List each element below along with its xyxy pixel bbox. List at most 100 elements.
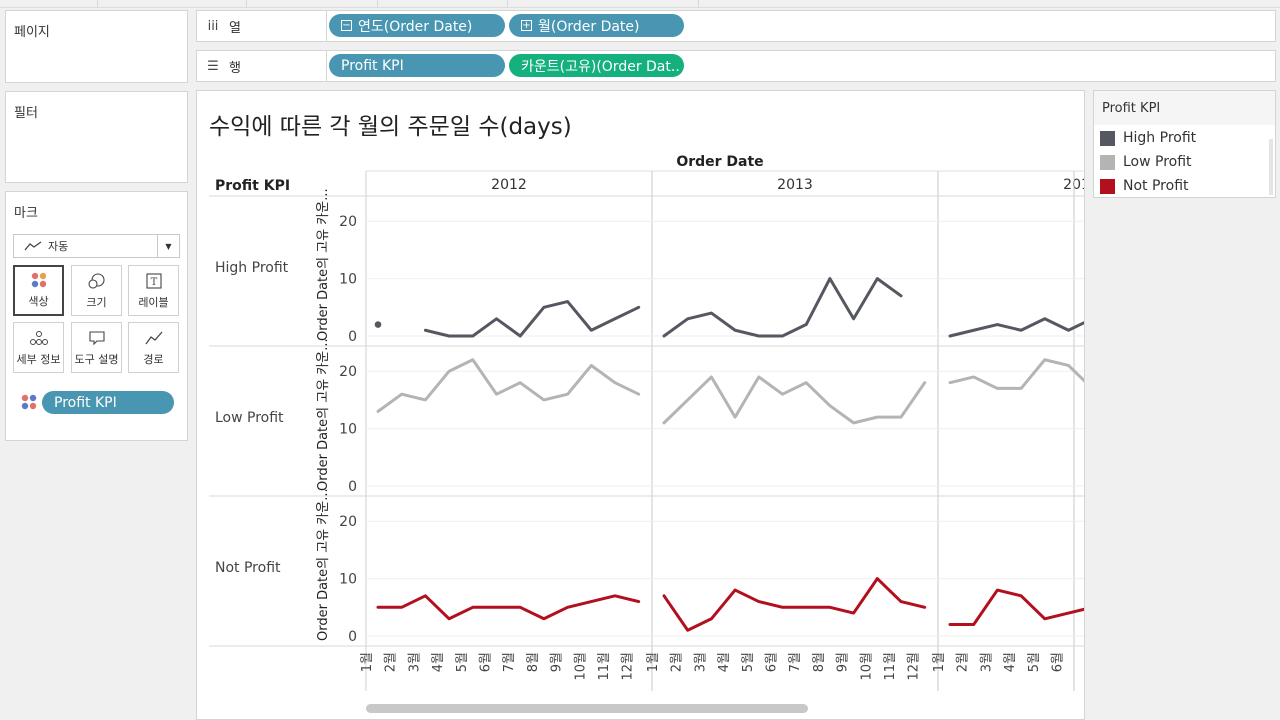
x-tick-label: 3월 — [407, 652, 422, 672]
series-line — [376, 358, 641, 413]
columns-label-text: 열 — [229, 20, 241, 36]
mark-type-select[interactable]: 자동 ▼ — [13, 234, 180, 258]
y-tick-label: 10 — [339, 272, 357, 288]
size-icon — [87, 273, 105, 289]
series-line — [948, 317, 1084, 338]
legend-swatch — [1100, 154, 1115, 170]
viz-title: 수익에 따른 각 월의 주문일 수(days) — [209, 114, 572, 140]
data-point — [374, 321, 382, 328]
x-tick-label: 2월 — [670, 652, 685, 672]
series-line — [376, 594, 641, 621]
series-line — [948, 588, 1084, 627]
path-button[interactable]: 경로 — [128, 322, 179, 373]
x-tick-label: 3월 — [979, 652, 994, 672]
rows-shelf-label: ☰ 행 — [197, 51, 327, 81]
line-mark-icon — [24, 241, 42, 251]
legend-item-high-profit[interactable]: High Profit — [1100, 130, 1196, 146]
columns-shelf: iii 열 − 연도(Order Date) + 월(Order Date) — [196, 10, 1276, 42]
x-tick-label: 2월 — [956, 652, 971, 672]
filters-label: 필터 — [14, 106, 38, 121]
y-tick-label: 20 — [339, 514, 357, 530]
month-order-date-pill[interactable]: + 월(Order Date) — [509, 14, 684, 37]
color-button-label: 색상 — [28, 295, 49, 308]
x-tick-label: 1월 — [646, 652, 661, 672]
axis-title: Order Date의 고유 카운... — [316, 488, 331, 641]
series-line — [662, 375, 927, 425]
x-tick-label: 7월 — [502, 652, 517, 672]
x-tick-label: 6월 — [479, 652, 494, 672]
series-line — [948, 358, 1084, 390]
x-tick-label: 10월 — [573, 652, 588, 681]
x-tick-label: 12월 — [907, 652, 922, 681]
tooltip-button[interactable]: 도구 설명 — [71, 322, 122, 373]
legend-item-not-profit[interactable]: Not Profit — [1100, 178, 1189, 194]
columns-shelf-label: iii 열 — [197, 11, 327, 41]
series-line — [662, 577, 927, 632]
x-tick-label: 11월 — [597, 652, 612, 681]
label-button[interactable]: T 레이블 — [128, 265, 179, 316]
size-button[interactable]: 크기 — [71, 265, 122, 316]
viz-panel: 수익에 따른 각 월의 주문일 수(days) Order Date Profit… — [196, 90, 1085, 720]
x-tick-label: 1월 — [932, 652, 947, 672]
row-label: Not Profit — [215, 560, 281, 576]
x-tick-label: 4월 — [1003, 652, 1018, 672]
x-tick-label: 10월 — [859, 652, 874, 681]
count-distinct-pill-label: 카운트(고유)(Order Dat.. — [521, 58, 680, 75]
axis-title: Order Date의 고유 카운... — [316, 188, 331, 341]
y-tick-label: 10 — [339, 422, 357, 438]
year-order-date-pill[interactable]: − 연도(Order Date) — [329, 14, 505, 37]
detail-button-label: 세부 정보 — [16, 353, 61, 366]
profit-kpi-pill[interactable]: Profit KPI — [329, 54, 505, 77]
color-icon — [31, 272, 46, 288]
x-tick-label: 9월 — [550, 652, 565, 672]
path-button-label: 경로 — [143, 353, 164, 366]
x-tick-label: 3월 — [693, 652, 708, 672]
series-line — [423, 300, 641, 338]
rows-icon: ☰ — [207, 58, 219, 74]
pages-card[interactable]: 페이지 — [5, 10, 188, 83]
size-button-label: 크기 — [86, 296, 107, 309]
y-tick-label: 0 — [348, 479, 357, 495]
legend-item-label: Low Profit — [1123, 154, 1192, 170]
detail-icon — [29, 331, 48, 345]
y-tick-label: 0 — [348, 329, 357, 345]
label-button-label: 레이블 — [138, 296, 169, 309]
x-tick-label: 8월 — [526, 652, 541, 672]
color-field-pill[interactable]: Profit KPI — [42, 391, 174, 414]
horizontal-scrollbar[interactable] — [366, 704, 808, 713]
year-order-date-label: 연도(Order Date) — [358, 18, 473, 35]
row-label: High Profit — [215, 260, 289, 276]
marks-card: 마크 자동 ▼ 색상 크기 T 레이블 세부 정보 — [5, 191, 188, 441]
collapse-icon[interactable]: − — [341, 20, 352, 31]
month-order-date-label: 월(Order Date) — [538, 18, 640, 35]
row-header: Profit KPI — [215, 178, 290, 194]
legend-swatch — [1100, 178, 1115, 194]
count-distinct-pill[interactable]: 카운트(고유)(Order Dat.. — [509, 54, 684, 77]
y-tick-label: 20 — [339, 214, 357, 230]
x-tick-label: 11월 — [883, 652, 898, 681]
series-line — [662, 277, 903, 338]
year-header: 2013 — [777, 177, 813, 193]
legend-item-label: Not Profit — [1123, 178, 1189, 194]
year-header: 2012 — [491, 177, 527, 193]
filters-card[interactable]: 필터 — [5, 91, 188, 183]
x-tick-label: 7월 — [788, 652, 803, 672]
column-header: Order Date — [676, 154, 763, 170]
color-button[interactable]: 색상 — [13, 265, 64, 316]
legend-scrollbar[interactable] — [1269, 139, 1273, 195]
columns-icon: iii — [207, 18, 219, 34]
legend-item-low-profit[interactable]: Low Profit — [1100, 154, 1192, 170]
profit-kpi-pill-label: Profit KPI — [341, 57, 404, 74]
expand-icon[interactable]: + — [521, 20, 532, 31]
x-tick-label: 6월 — [765, 652, 780, 672]
chevron-down-icon[interactable]: ▼ — [157, 235, 179, 257]
y-tick-label: 20 — [339, 364, 357, 380]
row-label: Low Profit — [215, 410, 284, 426]
y-tick-label: 10 — [339, 572, 357, 588]
top-tab-strip — [0, 0, 1280, 8]
mark-type-value: 자동 — [48, 240, 69, 253]
tooltip-button-label: 도구 설명 — [74, 353, 119, 366]
detail-button[interactable]: 세부 정보 — [13, 322, 64, 373]
x-tick-label: 8월 — [812, 652, 827, 672]
